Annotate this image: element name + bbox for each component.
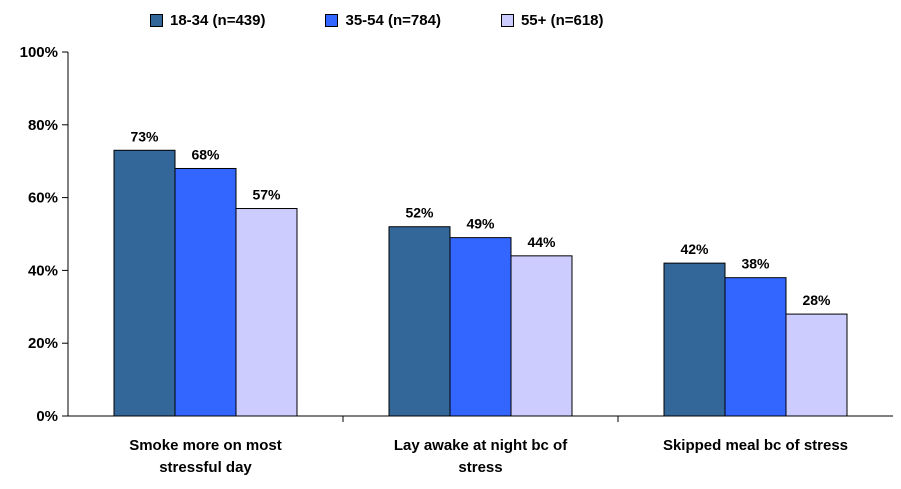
category-label: Smoke more on most stressful day (129, 437, 282, 476)
bar (235, 208, 298, 417)
category-label-line: Skipped meal bc of stress (663, 437, 848, 454)
category-label: Skipped meal bc of stress (663, 437, 848, 454)
legend: 18-34 (n=439) 35-54 (n=784) 55+ (n=618) (150, 12, 604, 29)
data-label: 44% (527, 234, 556, 250)
bar (724, 277, 787, 417)
bar (113, 149, 176, 417)
category-label: Lay awake at night bc of stress (394, 437, 568, 476)
category-label-line: stress (458, 459, 502, 476)
bar (785, 313, 848, 417)
bar (174, 167, 237, 417)
y-tick-label: 60% (28, 190, 58, 207)
legend-swatch-18-34 (150, 14, 163, 27)
data-label: 68% (191, 146, 220, 162)
legend-swatch-55plus (500, 14, 514, 27)
y-tick-label: 100% (20, 44, 58, 61)
bar (663, 262, 726, 417)
y-tick-label: 40% (28, 262, 58, 279)
legend-label-35-54: 35-54 (n=784) (345, 12, 441, 29)
category-label-line: Lay awake at night bc of (394, 437, 568, 454)
legend-label-55plus: 55+ (n=618) (520, 12, 604, 29)
category-label-line: stressful day (159, 459, 252, 476)
legend-label-18-34: 18-34 (n=439) (170, 12, 266, 29)
data-label: 52% (405, 205, 434, 221)
y-tick-label: 80% (28, 117, 58, 134)
y-tick-label: 0% (36, 408, 58, 425)
data-label: 73% (130, 128, 159, 144)
legend-item-18-34: 18-34 (n=439) (150, 12, 265, 29)
y-tick-label: 20% (28, 335, 58, 352)
data-label: 49% (466, 216, 495, 232)
data-label: 57% (252, 187, 281, 203)
data-label: 38% (741, 256, 770, 272)
data-label: 42% (680, 241, 709, 257)
category-label-line: Smoke more on most (129, 437, 282, 454)
data-label: 28% (802, 292, 831, 308)
bar (510, 255, 573, 417)
bar (388, 226, 451, 417)
legend-swatch-35-54 (325, 14, 339, 27)
legend-item-55plus: 55+ (n=618) (500, 12, 604, 29)
bar (449, 237, 512, 417)
legend-item-35-54: 35-54 (n=784) (325, 12, 441, 29)
